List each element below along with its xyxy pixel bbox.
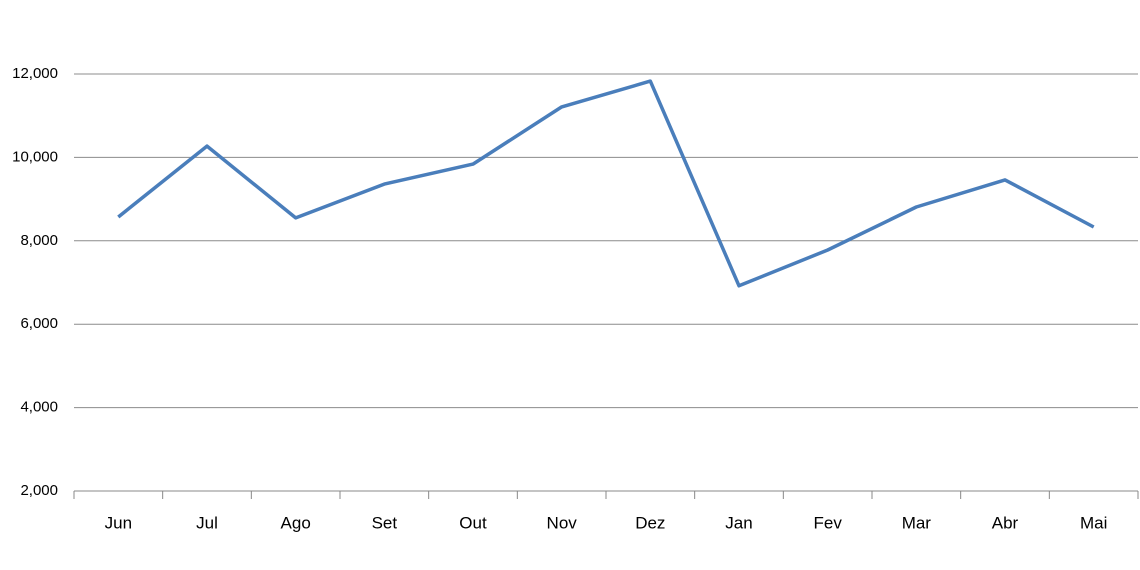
x-tick-label: Fev <box>813 513 842 532</box>
x-tick-label: Abr <box>992 513 1019 532</box>
y-tick-label: 10,000 <box>12 148 58 165</box>
y-tick-label: 8,000 <box>20 232 58 249</box>
x-tick-label: Mar <box>902 513 932 532</box>
x-tick-label: Nov <box>547 513 578 532</box>
line-series <box>117 79 1095 288</box>
x-tick-label: Dez <box>635 513 665 532</box>
y-tick-label: 4,000 <box>20 399 58 416</box>
x-tick-label: Jun <box>105 513 132 532</box>
x-tick-label: Set <box>372 513 398 532</box>
y-tick-label: 2,000 <box>20 482 58 499</box>
x-tick-label: Ago <box>281 513 311 532</box>
x-tick-label: Jan <box>725 513 752 532</box>
x-tick-label: Out <box>459 513 487 532</box>
y-tick-label: 12,000 <box>12 65 58 82</box>
y-tick-label: 6,000 <box>20 315 58 332</box>
x-tick-label: Jul <box>196 513 218 532</box>
x-tick-label: Mai <box>1080 513 1107 532</box>
